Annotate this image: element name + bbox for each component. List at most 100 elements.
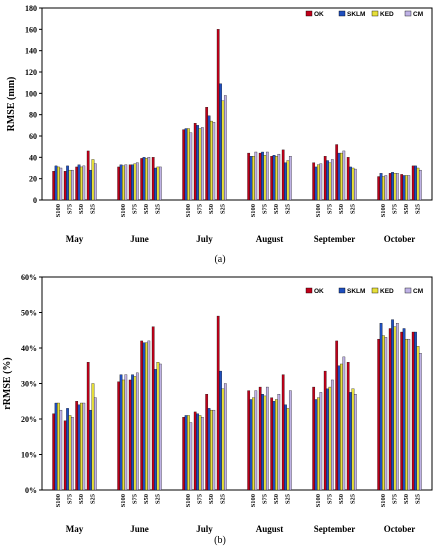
bar-cm-august-s50: [277, 393, 281, 491]
bar-sklm-august-s100: [249, 156, 253, 201]
bar-sklm-june-s100: [119, 374, 123, 491]
x-sublabel: S100: [55, 204, 62, 217]
bar-sklm-june-s25: [154, 167, 157, 201]
chart-panel-b: 0% 10% 20% 30% 40% 50% 60% rRMSE (%) S100 S75 S50 S…: [2, 273, 433, 546]
bar-ked-june-s75: [133, 163, 137, 201]
bar-cm-may-s25: [93, 397, 97, 491]
bar-ok-july-s75: [193, 411, 197, 491]
bar-ked-may-s75: [68, 415, 72, 491]
legend-swatch-ked: [371, 10, 379, 17]
bar-ked-september-s50: [340, 152, 343, 201]
bar-sklm-july-s75: [196, 125, 199, 201]
bar-ked-july-s100: [187, 415, 190, 491]
bar-ked-september-s25: [351, 167, 355, 201]
x-sublabel: S75: [66, 493, 73, 504]
bar-ok-june-s25: [151, 157, 155, 201]
bar-ok-september-s25: [346, 157, 350, 201]
x-sublabel: S50: [403, 204, 410, 214]
x-month-label: May: [66, 234, 84, 244]
bar-sklm-october-s75: [391, 319, 394, 491]
x-sublabel: S75: [326, 493, 333, 504]
y-tick-label: 60%: [21, 273, 37, 282]
bar-ked-may-s25: [91, 383, 95, 491]
bar-ked-october-s100: [382, 176, 385, 201]
legend-label-ked: KED: [380, 11, 394, 18]
x-month-label: July: [196, 524, 213, 534]
x-sublabel: S100: [120, 204, 127, 217]
y-tick-label: 100: [25, 89, 37, 98]
bar-sklm-may-s75: [66, 408, 69, 491]
bar-sklm-july-s25: [219, 83, 222, 201]
x-sublabel: S25: [349, 493, 356, 504]
x-month-label: October: [384, 234, 416, 244]
bar-cm-may-s100: [59, 167, 63, 201]
x-sublabel: S75: [66, 203, 73, 214]
bar-ok-october-s50: [400, 174, 404, 201]
bar-sklm-september-s50: [337, 365, 341, 491]
bar-cm-october-s50: [407, 338, 411, 491]
bar-ked-july-s50: [210, 409, 213, 491]
bar-ok-july-s100: [182, 417, 186, 491]
bar-ok-may-s100: [52, 413, 56, 491]
bar-sklm-august-s25: [284, 162, 287, 201]
bar-sklm-july-s50: [207, 408, 211, 491]
bar-ok-june-s25: [151, 326, 155, 491]
y-tick-label: 20: [29, 175, 37, 184]
bar-cm-october-s25: [418, 169, 422, 201]
x-sublabel: S50: [273, 204, 280, 214]
x-sublabel: S75: [131, 493, 138, 504]
x-month-label: October: [384, 524, 416, 534]
bar-ked-may-s100: [57, 402, 60, 491]
bar-ok-august-s50: [270, 156, 274, 201]
bar-cm-june-s75: [135, 162, 139, 201]
bar-cm-september-s50: [342, 356, 346, 491]
x-sublabel: S75: [391, 493, 398, 504]
bar-ok-october-s75: [388, 173, 392, 201]
x-sublabel: S25: [349, 203, 356, 214]
bar-cm-september-s50: [342, 150, 346, 201]
bar-ok-august-s100: [247, 152, 251, 201]
legend-label-sklm: SKLM: [347, 11, 365, 18]
bar-ok-june-s50: [140, 340, 144, 491]
x-sublabel: S100: [185, 494, 192, 507]
bar-ked-august-s50: [275, 156, 278, 201]
bar-cm-june-s50: [147, 340, 151, 491]
bar-sklm-may-s50: [77, 164, 81, 201]
bar-cm-may-s50: [82, 165, 86, 201]
legend-swatch-cm: [404, 10, 412, 17]
bar-ked-july-s25: [221, 100, 225, 201]
x-month-label: May: [66, 524, 84, 534]
bar-sklm-october-s50: [402, 328, 406, 491]
bar-ok-may-s75: [63, 171, 67, 201]
bar-sklm-may-s25: [89, 409, 92, 491]
bar-ok-august-s50: [270, 397, 274, 491]
bar-ok-august-s25: [281, 149, 285, 201]
bar-ok-september-s75: [323, 156, 327, 201]
bar-cm-july-s50: [212, 121, 216, 201]
bar-ked-may-s100: [57, 166, 60, 201]
y-tick-label: 50%: [21, 309, 37, 318]
x-sublabel: S50: [208, 494, 215, 504]
bar-ok-october-s100: [377, 338, 381, 491]
bar-sklm-august-s50: [272, 155, 276, 201]
bar-ked-august-s75: [263, 155, 267, 201]
x-sublabel: S25: [154, 493, 161, 504]
bar-ok-june-s75: [128, 164, 132, 201]
figure-caption: (b): [214, 535, 226, 546]
legend-label-ok: OK: [314, 288, 324, 295]
bar-cm-may-s25: [93, 163, 97, 201]
x-sublabel: S100: [380, 204, 387, 217]
bar-cm-june-s50: [147, 157, 151, 201]
bar-sklm-july-s100: [184, 415, 188, 491]
x-sublabel: S25: [219, 203, 226, 214]
bar-cm-october-s100: [384, 337, 388, 491]
bar-cm-june-s25: [158, 166, 162, 201]
bar-cm-september-s100: [319, 392, 323, 491]
bar-cm-september-s75: [330, 159, 334, 201]
x-sublabel: S100: [120, 494, 127, 507]
x-month-label: August: [256, 234, 284, 244]
bar-cm-may-s75: [70, 169, 74, 201]
bar-sklm-june-s25: [154, 369, 157, 491]
bar-sklm-june-s50: [142, 157, 146, 201]
bar-sklm-may-s100: [54, 165, 58, 201]
